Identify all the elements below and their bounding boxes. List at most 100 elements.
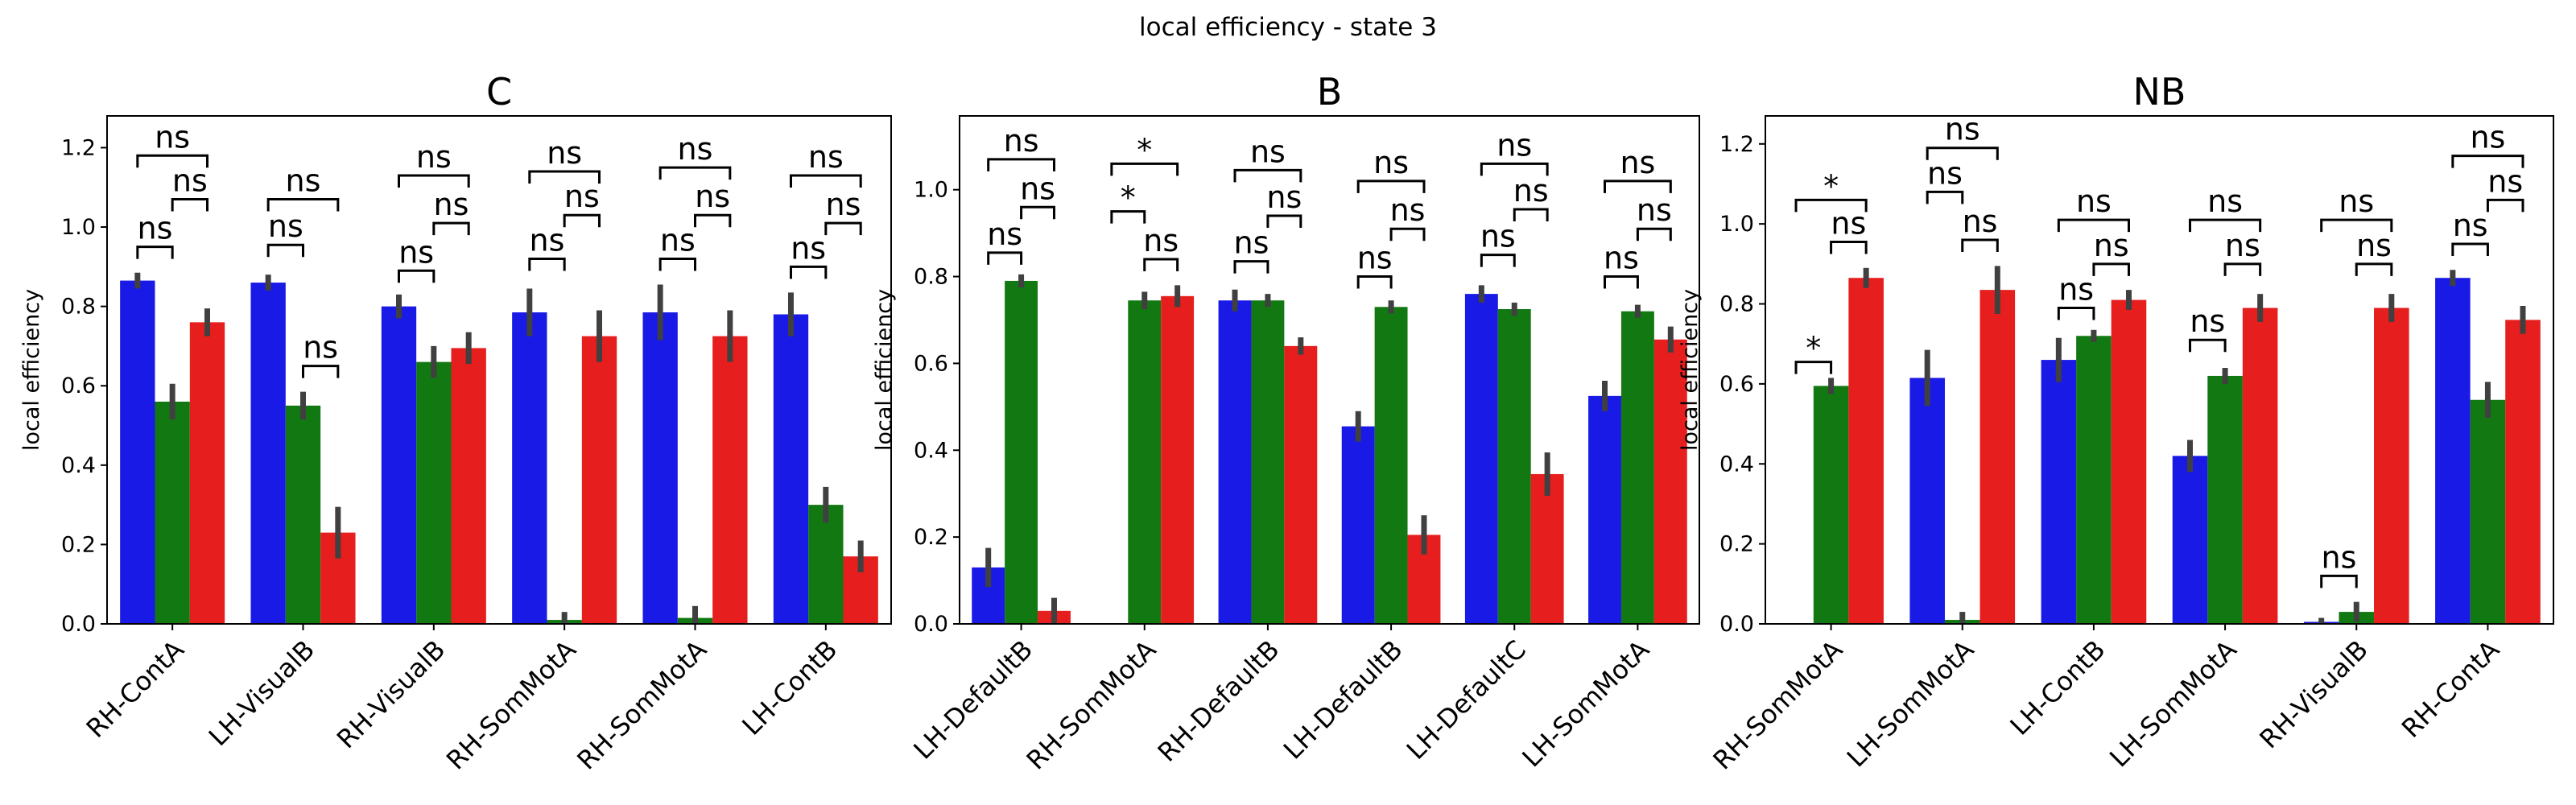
bar: [2172, 456, 2208, 624]
bar: [2041, 360, 2077, 624]
bar: [1530, 473, 1564, 624]
y-tick-label: 1.0: [914, 178, 948, 203]
significance-label: ns: [791, 230, 826, 266]
significance-bracket: [1233, 168, 1302, 183]
significance-label: *: [1137, 132, 1152, 167]
bar: [1128, 300, 1162, 624]
significance-bracket: [1636, 227, 1672, 242]
bar: [712, 336, 748, 624]
axes-frame: [1765, 115, 2554, 625]
significance-label: ns: [1831, 206, 1866, 242]
significance-bracket: [1794, 361, 1833, 374]
significance-label: ns: [1513, 173, 1549, 208]
significance-bracket: [1513, 208, 1549, 221]
bar: [451, 348, 486, 624]
y-tick-label: 0.6: [914, 351, 948, 376]
significance-label: ns: [1357, 241, 1393, 276]
significance-label: ns: [1963, 204, 1998, 239]
significance-bracket: [2486, 198, 2524, 213]
significance-label: ns: [1604, 241, 1639, 276]
significance-bracket: [266, 198, 340, 212]
panel-title: NB: [2133, 70, 2186, 114]
significance-bracket: [1233, 260, 1269, 274]
bar: [416, 361, 452, 624]
bar: [1813, 386, 1849, 624]
significance-label: ns: [2470, 120, 2505, 155]
significance-label: ns: [2207, 184, 2243, 219]
significance-label: ns: [1266, 180, 1302, 215]
bar: [2505, 320, 2541, 624]
significance-bracket: [658, 257, 696, 271]
significance-bracket: [302, 365, 340, 378]
significance-bracket: [1480, 162, 1549, 176]
bar: [1341, 426, 1375, 624]
significance-bracket: [2057, 306, 2095, 320]
bar: [1005, 280, 1038, 624]
significance-bracket: [1961, 238, 1999, 253]
significance-bracket: [2320, 574, 2358, 588]
significance-bracket: [2451, 242, 2489, 256]
bar: [642, 312, 678, 624]
significance-label: ns: [172, 163, 208, 199]
significance-label: ns: [286, 163, 321, 199]
significance-label: ns: [1020, 171, 1055, 206]
y-axis-label: local efficiency: [1678, 289, 1703, 451]
bar: [381, 306, 417, 624]
significance-label: ns: [434, 187, 469, 222]
significance-bracket: [1926, 147, 1999, 160]
bar: [1653, 339, 1687, 624]
significance-label: ns: [1143, 223, 1179, 258]
significance-bracket: [2355, 262, 2393, 276]
significance-bracket: [1604, 275, 1639, 289]
y-tick-label: 0.6: [61, 374, 96, 398]
significance-label: ns: [547, 135, 582, 171]
bar: [1848, 278, 1884, 624]
significance-label: ns: [1637, 192, 1672, 228]
significance-bracket: [2189, 338, 2227, 353]
significance-bracket: [1480, 254, 1516, 267]
significance-bracket: [2189, 218, 2262, 233]
y-tick-label: 0.2: [1719, 532, 1754, 557]
significance-bracket: [528, 170, 601, 184]
bar: [808, 505, 844, 624]
y-tick-label: 0.4: [1719, 452, 1754, 477]
significance-bracket: [528, 257, 566, 271]
bar: [250, 283, 286, 624]
bar: [1218, 300, 1252, 624]
panel-title: C: [486, 70, 512, 114]
significance-bracket: [432, 221, 470, 236]
significance-bracket: [1110, 210, 1146, 224]
panel-title: B: [1317, 70, 1343, 114]
bar: [2470, 399, 2506, 624]
bar: [1161, 295, 1195, 624]
significance-bracket: [2057, 218, 2130, 233]
figure-title: local efficiency - state 3: [1139, 13, 1437, 42]
y-tick-label: 0.6: [1719, 372, 1754, 397]
significance-bracket: [1020, 205, 1055, 220]
significance-label: ns: [268, 208, 303, 244]
significance-label: ns: [138, 211, 173, 246]
y-tick-label: 0.0: [1719, 612, 1754, 637]
significance-label: ns: [808, 139, 844, 175]
y-tick-label: 0.0: [61, 612, 96, 637]
significance-bracket: [2320, 218, 2393, 233]
bar: [1620, 311, 1654, 624]
significance-label: ns: [826, 187, 861, 222]
significance-label: ns: [1390, 192, 1426, 228]
significance-label: ns: [1004, 123, 1039, 159]
significance-label: *: [1121, 180, 1136, 216]
y-tick-label: 0.8: [914, 265, 948, 290]
significance-label: ns: [678, 131, 713, 167]
bar: [120, 280, 155, 624]
significance-label: ns: [530, 222, 565, 258]
significance-bracket: [563, 213, 601, 228]
significance-bracket: [789, 265, 828, 279]
significance-bracket: [824, 221, 862, 236]
significance-bracket: [136, 246, 174, 259]
significance-label: ns: [2339, 184, 2374, 219]
y-tick-label: 0.8: [1719, 292, 1754, 317]
significance-label: ns: [2094, 228, 2129, 263]
y-tick-label: 0.4: [61, 453, 96, 478]
bar: [155, 401, 190, 624]
